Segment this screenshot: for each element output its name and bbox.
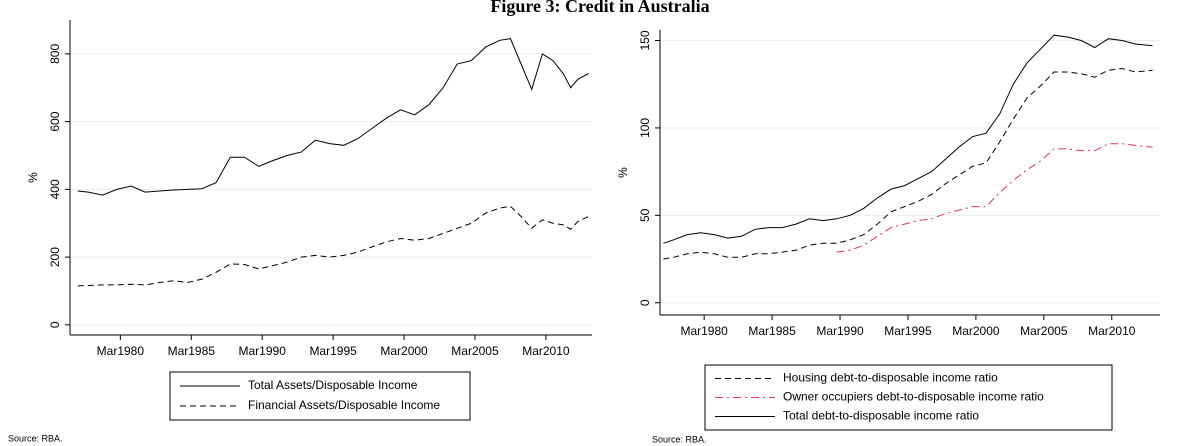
x-tick-label: Mar2000 (380, 344, 428, 358)
source-note: Source: RBA. (652, 434, 707, 444)
y-tick-label: 200 (48, 247, 62, 267)
legend-label: Total debt-to-disposable income ratio (783, 409, 979, 423)
legend-label: Financial Assets/Disposable Income (248, 398, 440, 412)
x-tick-label: Mar1980 (680, 324, 728, 338)
y-axis-label: % (616, 167, 630, 178)
chart: 0 50 100 150 Mar1980 Mar1985 Mar1990 Mar1995 Mar… (616, 30, 1160, 444)
x-tick-label: Mar1990 (239, 344, 287, 358)
plot-area (660, 30, 1160, 315)
figure-title: Figure 3: Credit in Australia (490, 0, 709, 16)
y-tick-label: 150 (638, 30, 652, 50)
legend-box (169, 371, 471, 421)
x-tick-label: Mar1995 (309, 344, 357, 358)
y-tick-label: 600 (48, 111, 62, 131)
y-tick-label: 0 (638, 299, 652, 306)
y-tick-label: 100 (638, 118, 652, 138)
y-tick-label: 800 (48, 44, 62, 64)
series-line (77, 38, 589, 196)
y-tick-label: 400 (48, 179, 62, 199)
x-tick-label: Mar1995 (884, 324, 932, 338)
x-tick-label: Mar2010 (1088, 324, 1136, 338)
chart: 0 200 400 600 800 Mar1980 Mar1985 Mar1990 Mar199… (8, 20, 592, 443)
series-line (663, 67, 1153, 260)
x-tick-label: Mar2005 (451, 344, 499, 358)
series-line (663, 34, 1153, 244)
y-tick-label: 50 (638, 208, 652, 222)
legend-label: Total Assets/Disposable Income (248, 378, 418, 392)
x-tick-label: Mar2000 (952, 324, 1000, 338)
y-axis-label: % (26, 172, 40, 183)
plot-area (70, 20, 592, 335)
x-tick-label: Mar1985 (168, 344, 216, 358)
x-tick-label: Mar1985 (748, 324, 796, 338)
series-line (836, 143, 1153, 253)
series-line (77, 205, 589, 287)
x-tick-label: Mar1990 (816, 324, 864, 338)
y-tick-label: 0 (48, 321, 62, 328)
x-tick-label: Mar1980 (97, 344, 145, 358)
x-tick-label: Mar2005 (1020, 324, 1068, 338)
source-note: Source: RBA. (8, 433, 63, 443)
x-tick-label: Mar2010 (522, 344, 570, 358)
legend-label: Owner occupiers debt-to-disposable incom… (783, 390, 1044, 404)
legend-label: Housing debt-to-disposable income ratio (783, 371, 998, 385)
